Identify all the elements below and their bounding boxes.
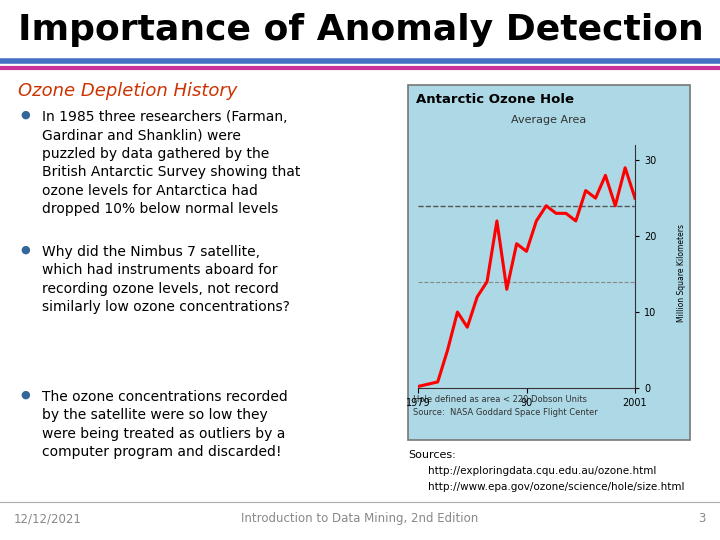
- Text: 3: 3: [698, 512, 706, 525]
- Text: The ozone concentrations recorded
by the satellite were so low they
were being t: The ozone concentrations recorded by the…: [42, 390, 288, 459]
- Text: Antarctica: Antarctica: [526, 269, 572, 279]
- Text: Antarctic Ozone Hole: Antarctic Ozone Hole: [416, 93, 574, 106]
- Text: 12/12/2021: 12/12/2021: [14, 512, 82, 525]
- Text: Why did the Nimbus 7 satellite,
which had instruments aboard for
recording ozone: Why did the Nimbus 7 satellite, which ha…: [42, 245, 290, 314]
- Text: ●: ●: [20, 390, 30, 400]
- Text: Introduction to Data Mining, 2nd Edition: Introduction to Data Mining, 2nd Edition: [241, 512, 479, 525]
- Text: Average Area: Average Area: [511, 115, 587, 125]
- Text: Source:  NASA Goddard Space Flight Center: Source: NASA Goddard Space Flight Center: [413, 408, 598, 417]
- Bar: [408, 85, 690, 440]
- Text: In 1985 three researchers (Farman,
Gardinar and Shanklin) were
puzzled by data g: In 1985 three researchers (Farman, Gardi…: [42, 110, 300, 216]
- Text: Hole defined as area < 220 Dobson Units: Hole defined as area < 220 Dobson Units: [413, 395, 587, 404]
- Text: Importance of Anomaly Detection: Importance of Anomaly Detection: [18, 13, 703, 47]
- Text: ●: ●: [20, 110, 30, 120]
- Bar: [0, 0, 720, 60]
- Text: Ozone Depletion History: Ozone Depletion History: [18, 82, 238, 100]
- Text: Million Square Kilometers: Million Square Kilometers: [678, 224, 686, 321]
- Text: http://www.epa.gov/ozone/science/hole/size.html: http://www.epa.gov/ozone/science/hole/si…: [428, 482, 685, 492]
- Text: http://exploringdata.cqu.edu.au/ozone.html: http://exploringdata.cqu.edu.au/ozone.ht…: [428, 466, 657, 476]
- Text: North America: North America: [420, 193, 485, 202]
- Text: ●: ●: [20, 245, 30, 255]
- Text: Sources:: Sources:: [408, 450, 456, 460]
